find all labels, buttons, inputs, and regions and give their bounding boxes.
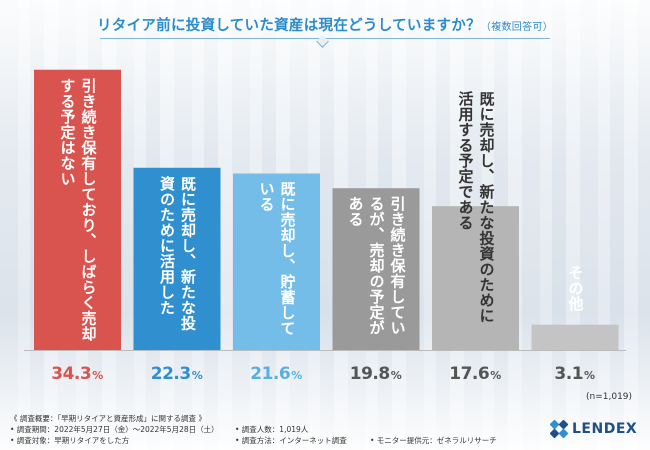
bar-label-2: 既に売却し、新たな投資のために活用した [158,175,197,331]
bar-label-5: 既に売却し、新たな投資のために活用する予定である [456,91,496,324]
sample-size-note: (n=1,019) [586,392,633,402]
bar-label-6: その他 [566,264,585,312]
survey-period: • 調査期間：2022年5月27日（金）〜2022年5月28日（土） [10,425,219,434]
bar-5 [432,206,519,350]
title-subtext: （複数回答可） [480,22,554,33]
value-label-5: 17.6% [432,364,518,384]
value-unit: % [390,369,402,382]
bar-label-4: 引き続き保有しているが、売却の予定がある [346,196,407,336]
bar-label-3: 既に売却し、貯蓄している [257,181,297,337]
bar-6 [531,324,619,350]
bar-label-1: 引き続き保有しており、しばらく売却する予定はない [58,77,98,342]
value-number: 3.1 [554,364,584,384]
value-label-2: 22.3% [134,364,220,384]
value-label-1: 34.3% [34,364,120,384]
value-label-4: 19.8% [333,364,419,384]
lendex-mark-icon [550,420,568,438]
value-unit: % [584,369,595,382]
bar-4 [332,188,420,350]
value-unit: % [92,369,103,382]
value-unit: % [191,369,203,382]
value-number: 22.3 [150,364,191,384]
bar-1 [34,69,121,350]
bar-2 [133,167,221,350]
survey-method: • 調査方法：インターネット調査 [235,436,347,445]
value-label-3: 21.6% [233,364,319,384]
survey-provider: • モニター提供元：ゼネラルリサーチ [370,436,497,445]
logo-text: LENDEX [572,421,638,437]
value-unit: % [490,369,501,382]
title-text: リタイア前に投資していた資産は現在どうしていますか？ [96,18,481,34]
survey-overview: 《 調査概要：「早期リタイアと資産形成」に関する調査 》 [10,414,206,423]
lendex-logo: LENDEX [550,420,637,438]
survey-target: • 調査対象：早期リタイアをした方 [10,436,130,445]
value-number: 19.8 [349,364,390,384]
value-number: 21.6 [250,364,291,384]
value-number: 34.3 [51,364,92,384]
bar-3 [233,173,320,350]
title-underline [100,38,550,39]
value-label-6: 3.1% [532,364,618,384]
value-unit: % [291,369,302,382]
value-number: 17.6 [449,364,490,384]
chart-title: リタイア前に投資していた資産は現在どうしていますか？（複数回答可） [0,14,650,35]
survey-people: • 調査人数：1,019人 [235,425,309,434]
